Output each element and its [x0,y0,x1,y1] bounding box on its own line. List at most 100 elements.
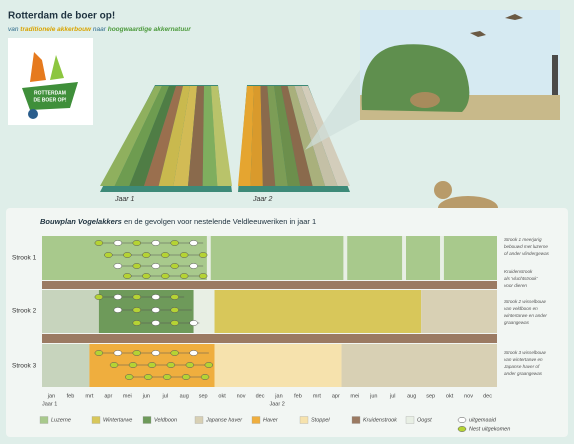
crop-segment [42,344,89,387]
nest-icon [95,294,103,299]
crop-segment [42,290,99,333]
month-label: sep [426,393,435,399]
legend-icon [458,417,466,422]
month-label: mrt [85,393,93,399]
nest-icon [123,252,131,257]
crop-segment [444,236,497,280]
nest-icon [133,307,141,312]
nest-icon [129,362,137,367]
nest-icon [186,362,194,367]
nest-icon [114,350,122,355]
legend-swatch [352,417,360,424]
nest-icon [148,362,156,367]
nest-icon [152,350,160,355]
month-label: jul [161,393,168,399]
month-label: okt [218,393,226,399]
legend-label: Stoppel [311,417,330,423]
logo-text: ROTTERDAM [34,90,66,96]
nest-icon [171,350,179,355]
nest-icon [199,273,207,278]
nest-icon [190,263,198,268]
month-label: nov [464,393,473,399]
inset-person [552,55,558,95]
legend-swatch [406,417,414,424]
row-note: Strook 1 meerjarig [504,237,542,242]
nest-icon [125,374,133,379]
crop-segment [42,334,497,343]
month-label: aug [180,393,189,399]
month-label: sep [199,393,208,399]
month-label: dec [256,393,265,399]
nest-icon [114,307,122,312]
nest-icon [142,252,150,257]
infographic: Rotterdam de boer op! van traditionele a… [0,0,574,439]
row-note: voor dieren [504,283,527,288]
nest-icon [163,374,171,379]
plan-title-rest: en de gevolgen voor nestelende Veldleeuw… [124,217,316,226]
nest-icon [180,252,188,257]
month-label: jun [142,393,150,399]
subtitle: van traditionele akkerbouw naar hoogwaar… [8,26,191,33]
nest-icon [123,273,131,278]
lark-head [434,181,452,199]
crop-segment [402,236,406,280]
nest-icon [201,374,209,379]
nest-icon [142,273,150,278]
month-label: mei [350,393,359,399]
legend-label: Japanse haver [205,417,243,423]
field-label: Jaar 1 [114,196,135,203]
row-note: van veldboon en [504,306,538,311]
nest-icon [171,320,179,325]
nest-icon [114,294,122,299]
nest-icon [190,350,198,355]
logo-wheel [28,109,38,119]
nest-icon [152,294,160,299]
nest-icon [95,240,103,245]
crop-segment [207,236,211,280]
nest-icon [144,374,152,379]
page: {"header": {"title": "Rotterdam de boer … [0,0,574,439]
row-note: ander graangewas [504,371,543,376]
crop-segment [343,236,347,280]
row-note: Strook 2 wisselbouw [504,299,547,304]
nest-icon [152,320,160,325]
month-label: feb [67,393,75,399]
month-label: apr [104,393,112,399]
nest-icon [133,294,141,299]
subtitle-part: traditionele akkerbouw [20,26,92,33]
nest-icon [171,294,179,299]
nest-icon [190,240,198,245]
nest-icon [133,240,141,245]
month-label: dec [483,393,492,399]
subtitle-part: hoogwaardige akkernatuur [108,26,192,33]
row-note: van wintertarwe en [504,357,543,362]
legend-icon [458,426,466,431]
nest-icon [180,273,188,278]
row-label: Strook 2 [12,308,37,315]
field-label: Jaar 2 [252,196,273,203]
nest-icon [104,252,112,257]
row-note: graangewas [504,320,530,325]
month-label: jul [389,393,396,399]
legend-label: Wintertarwe [103,417,132,423]
month-label: apr [332,393,340,399]
nest-icon [161,252,169,257]
legend-swatch [92,417,100,424]
month-label: okt [446,393,454,399]
legend-swatch [252,417,260,424]
crop-segment [406,236,440,280]
row-note: Kruidenstrook [504,269,533,274]
month-label: jan [274,393,282,399]
row-note: wintertarwe en ander [504,313,547,318]
plan-title-bold: Bouwplan Vogelakkers [40,217,122,226]
nest-icon [167,362,175,367]
month-label: jan [47,393,55,399]
legend-label: Luzerne [51,417,71,423]
legend-swatch [143,417,151,424]
row-note: Japanse haver of [503,364,540,369]
title: Rotterdam de boer op! [8,11,115,22]
crop-segment [42,281,497,289]
crop-segment [194,290,215,333]
crop-segment [440,236,444,280]
month-label: jun [369,393,377,399]
